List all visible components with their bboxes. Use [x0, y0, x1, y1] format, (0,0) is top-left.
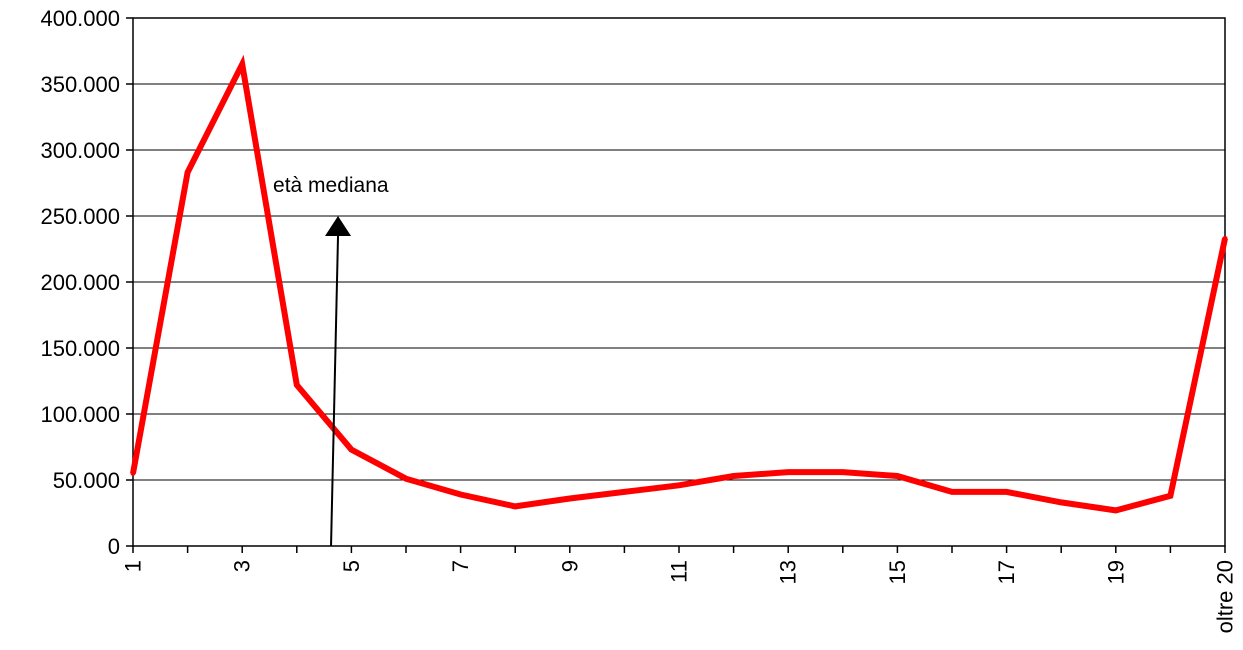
data-point: [785, 469, 791, 475]
y-tick-label: 50.000: [53, 468, 120, 493]
y-tick-label: 0: [108, 534, 120, 559]
data-point: [294, 382, 300, 388]
series-layer: [130, 54, 1228, 514]
data-point: [840, 469, 846, 475]
data-point: [676, 482, 682, 488]
series-line: [130, 54, 1228, 514]
data-point: [512, 503, 518, 509]
x-tick-label: 3: [230, 560, 255, 572]
y-tick-label: 250.000: [40, 204, 120, 229]
data-point: [1222, 235, 1228, 241]
annotation-layer: età mediana: [273, 174, 389, 547]
data-point: [1113, 507, 1119, 513]
data-point: [621, 489, 627, 495]
x-tick-label: 17: [994, 560, 1019, 584]
median-age-label: età mediana: [273, 174, 389, 197]
y-tick-label: 100.000: [40, 402, 120, 427]
y-tick-label: 200.000: [40, 270, 120, 295]
x-tick-label: 11: [667, 560, 692, 583]
gridlines: [133, 83, 1225, 481]
data-point: [239, 61, 245, 67]
data-point: [403, 476, 409, 482]
x-tick-label: oltre 20: [1213, 560, 1238, 633]
median-age-arrow-line: [330, 235, 340, 547]
x-tick-label: 9: [557, 560, 582, 572]
data-point: [731, 473, 737, 479]
data-point: [185, 169, 191, 175]
x-tick-label: 7: [448, 560, 473, 572]
data-point: [130, 470, 136, 476]
y-tick-label: 400.000: [40, 6, 120, 31]
x-tick-label: 15: [885, 560, 910, 584]
y-tick-label: 350.000: [40, 72, 120, 97]
x-tick-label: 5: [339, 560, 364, 572]
median-age-arrow-head: [325, 216, 352, 236]
data-point: [567, 495, 573, 501]
x-tick-label: 19: [1103, 560, 1128, 584]
axes: 0 50.000 100.000 150.000 200.000 250.000 300.0…: [40, 6, 1237, 633]
y-tick-label: 150.000: [40, 336, 120, 361]
data-point: [348, 447, 354, 453]
x-tick-label: 1: [121, 560, 146, 572]
data-point: [458, 492, 464, 498]
data-point: [1167, 493, 1173, 499]
y-tick-label: 300.000: [40, 138, 120, 163]
data-point: [894, 473, 900, 479]
data-point: [949, 489, 955, 495]
data-point: [1004, 489, 1010, 495]
data-point: [1058, 499, 1064, 505]
x-tick-label: 13: [776, 560, 801, 584]
